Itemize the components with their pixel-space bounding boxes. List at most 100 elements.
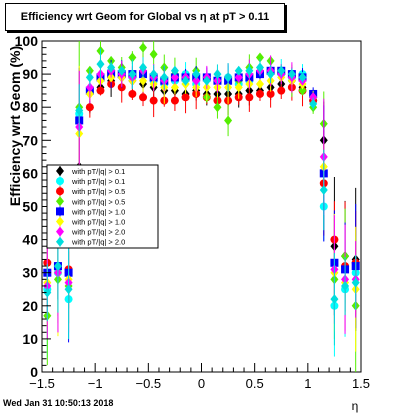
data-point <box>319 184 328 195</box>
data-point <box>170 72 179 83</box>
data-point <box>117 65 126 76</box>
data-point <box>255 89 264 98</box>
data-point <box>160 72 169 83</box>
legend-marker <box>56 226 64 237</box>
x-axis-label: η <box>352 399 359 413</box>
y-tick-label: 80 <box>22 99 38 115</box>
x-tick-label: 0.5 <box>246 376 264 391</box>
data-point <box>202 75 211 86</box>
y-tick-label: 60 <box>22 165 38 181</box>
data-point <box>192 75 201 86</box>
data-point <box>170 65 179 76</box>
legend-marker <box>56 236 64 247</box>
timestamp-label: Wed Jan 31 10:50:13 2018 <box>3 398 114 408</box>
y-tick-label: 90 <box>22 66 38 82</box>
x-tick-label: −1.5 <box>29 376 55 391</box>
data-point <box>266 89 275 98</box>
legend-marker <box>56 177 64 186</box>
data-point <box>128 89 137 98</box>
x-tick-label: 1.5 <box>352 376 370 391</box>
data-point <box>351 277 360 288</box>
legend-marker <box>56 196 64 207</box>
data-point <box>277 86 286 95</box>
y-tick-label: 0 <box>30 364 38 380</box>
data-point <box>213 69 222 80</box>
data-point <box>85 103 94 112</box>
data-point <box>341 280 350 291</box>
data-point <box>298 85 307 96</box>
legend-entry: with pT/|q| > 1.0 <box>71 218 125 227</box>
data-point <box>330 294 339 305</box>
data-point <box>85 72 94 83</box>
data-point <box>213 102 222 113</box>
data-point <box>170 82 179 93</box>
data-point <box>139 62 148 73</box>
data-point <box>234 72 243 83</box>
data-point <box>53 261 62 272</box>
data-point <box>224 72 233 83</box>
data-point <box>149 69 158 80</box>
data-point <box>309 92 318 103</box>
legend-entry: with pT/|q| > 1.0 <box>71 207 125 216</box>
data-point <box>255 52 264 63</box>
legend-entry: with pT/|q| > 2.0 <box>71 238 125 247</box>
legend-marker <box>56 187 64 196</box>
data-point <box>96 59 105 70</box>
data-point <box>75 105 84 116</box>
legend-marker <box>56 207 64 216</box>
data-point <box>287 69 296 80</box>
data-point <box>234 65 243 76</box>
data-point <box>139 75 148 86</box>
data-point <box>277 65 286 76</box>
legend-entry: with pT/|q| > 2.0 <box>71 228 125 237</box>
data-point <box>85 82 94 93</box>
data-point <box>128 69 137 80</box>
data-point <box>64 284 73 295</box>
y-tick-label: 40 <box>22 232 38 248</box>
data-point <box>224 115 233 126</box>
series-7 <box>43 48 360 346</box>
x-tick-label: 0 <box>198 376 205 391</box>
data-point <box>170 96 179 105</box>
data-point <box>266 69 275 80</box>
data-point <box>181 75 190 86</box>
data-point <box>245 65 254 76</box>
chart-title-box: Efficiency wrt Geom for Global vs η at p… <box>5 3 285 31</box>
legend-entry: with pT/|q| > 0.1 <box>71 167 125 176</box>
y-axis-label: Efficiency wrt Geom (%) <box>7 46 23 206</box>
y-tick-label: 30 <box>22 265 38 281</box>
y-tick-label: 20 <box>22 298 38 314</box>
data-point <box>298 72 307 83</box>
x-tick-label: 1 <box>304 376 311 391</box>
data-point <box>255 79 264 90</box>
data-point <box>234 82 243 93</box>
data-point <box>255 62 264 73</box>
x-tick-label: −0.5 <box>135 376 161 391</box>
legend-entry: with pT/|q| > 0.1 <box>71 177 125 186</box>
chart-title: Efficiency wrt Geom for Global vs η at p… <box>20 11 270 23</box>
legend-marker <box>56 166 64 176</box>
y-tick-label: 50 <box>22 199 38 215</box>
data-point <box>309 98 318 109</box>
data-point <box>128 52 137 63</box>
y-tick-label: 10 <box>22 331 38 347</box>
y-tick-label: 100 <box>15 33 39 49</box>
data-point <box>139 93 148 102</box>
data-point <box>149 49 158 60</box>
legend-entry: with pT/|q| > 0.5 <box>71 197 125 206</box>
data-point <box>107 62 116 73</box>
x-tick-label: −1 <box>88 376 103 391</box>
data-point <box>96 86 105 95</box>
data-point <box>192 69 201 80</box>
legend-box <box>46 164 159 249</box>
data-point <box>43 287 52 298</box>
data-point <box>149 96 158 105</box>
y-tick-label: 70 <box>22 132 38 148</box>
data-point <box>245 93 254 102</box>
legend-marker <box>56 216 64 227</box>
legend-entry: with pT/|q| > 0.5 <box>71 187 125 196</box>
data-point <box>181 93 190 102</box>
data-point <box>139 42 148 53</box>
